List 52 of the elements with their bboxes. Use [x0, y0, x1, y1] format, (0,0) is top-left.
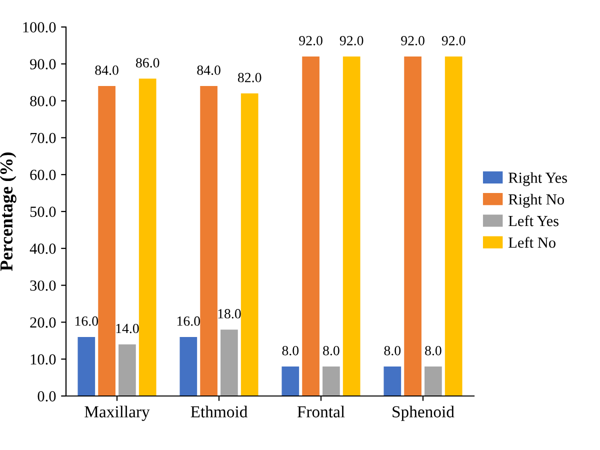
- data-label: 86.0: [136, 58, 160, 68]
- data-label: 8.0: [384, 346, 401, 356]
- y-tick-label: 70.0: [30, 132, 56, 144]
- y-tick-label: 0.0: [38, 391, 56, 402]
- y-tick-label: 100.0: [23, 22, 56, 33]
- y-tick-label: 10.0: [30, 354, 56, 365]
- data-label: 82.0: [238, 72, 262, 82]
- y-tick-label: 40.0: [30, 244, 56, 254]
- bar: [342, 56, 360, 396]
- legend-label: Left No: [508, 236, 556, 248]
- data-label: 14.0: [116, 324, 139, 334]
- y-tick-label: 50.0: [30, 206, 56, 218]
- bar: [78, 336, 96, 396]
- bar: [424, 366, 442, 396]
- data-label: 8.0: [425, 346, 442, 356]
- data-label: 16.0: [177, 316, 200, 326]
- bar: [138, 78, 156, 396]
- y-tick-label: 30.0: [30, 280, 56, 291]
- bar: [444, 56, 462, 396]
- data-label: 18.0: [218, 309, 241, 318]
- legend-label: Left Yes: [508, 215, 558, 226]
- data-label: 92.0: [299, 36, 322, 46]
- bar: [302, 56, 320, 396]
- bar: [98, 86, 116, 396]
- x-tick-label: Ethmoid: [190, 406, 248, 418]
- data-label: 8.0: [282, 346, 299, 356]
- data-label: 16.0: [75, 316, 98, 326]
- bar: [220, 330, 238, 396]
- y-tick-label: 80.0: [30, 96, 56, 106]
- legend-label: Right No: [508, 194, 564, 208]
- data-label: 92.0: [442, 36, 466, 46]
- data-label: 92.0: [401, 36, 424, 46]
- y-tick-label: 60.0: [30, 170, 56, 180]
- y-tick-label: 20.0: [30, 317, 56, 328]
- data-label: 8.0: [323, 346, 340, 356]
- bar: [200, 86, 218, 396]
- x-tick-label: Sphenoid: [392, 406, 454, 421]
- bar: [282, 366, 300, 396]
- bar: [180, 336, 198, 396]
- legend-label: Right Yes: [508, 172, 567, 186]
- x-tick-label: Frontal: [297, 406, 345, 418]
- data-label: 84.0: [95, 66, 118, 75]
- x-tick-label: Maxillary: [84, 406, 150, 421]
- data-label: 92.0: [340, 36, 364, 46]
- data-label: 84.0: [197, 66, 220, 75]
- bar: [118, 344, 136, 396]
- bar: [240, 93, 258, 396]
- bar: [322, 366, 340, 396]
- bar: [404, 56, 422, 396]
- bar: [384, 366, 402, 396]
- y-tick-label: 90.0: [30, 59, 56, 70]
- y-axis-title: Percentage (%): [0, 152, 16, 271]
